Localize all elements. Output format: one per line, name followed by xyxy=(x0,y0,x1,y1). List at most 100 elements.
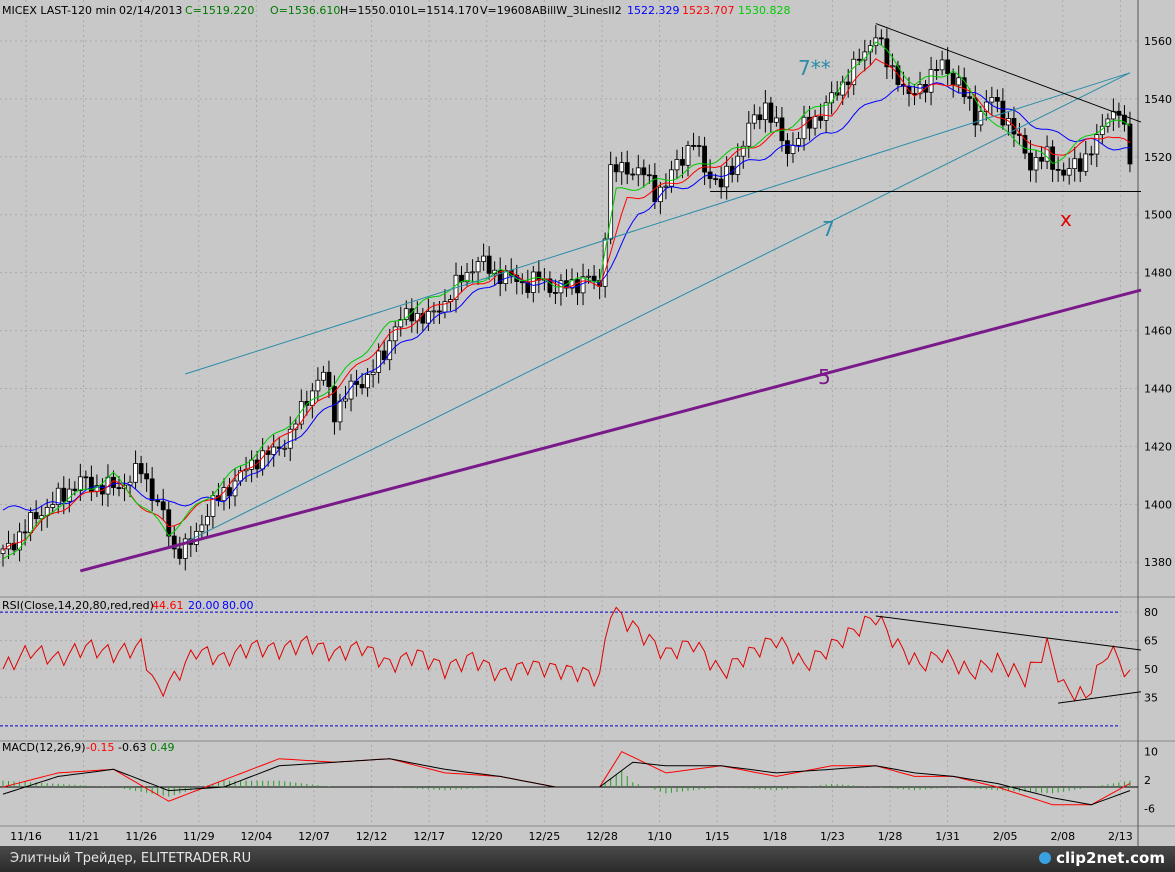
candle xyxy=(680,146,685,179)
candle xyxy=(1050,140,1056,182)
candle xyxy=(536,260,542,294)
x-tick-label: 1/18 xyxy=(762,830,787,843)
candle xyxy=(729,157,735,183)
candle xyxy=(1083,140,1089,176)
rsi-tick-label: 50 xyxy=(1144,663,1158,676)
candle-body xyxy=(392,326,398,342)
x-tick-label: 12/12 xyxy=(356,830,388,843)
candle-body xyxy=(287,428,293,449)
candle-body xyxy=(1072,158,1078,170)
candle xyxy=(271,434,277,467)
ma-green-value: 1530.828 xyxy=(738,4,791,17)
candle-body xyxy=(757,114,763,121)
chart-canvas: 11/16 11/21 11/26 11/29 12/04 12/07 12/12 12/17… xyxy=(0,0,1175,846)
candle xyxy=(547,271,553,298)
rsi-high-level: 80.00 xyxy=(222,599,254,612)
candle-body xyxy=(890,65,895,68)
candle xyxy=(718,166,724,199)
candle-body xyxy=(602,238,608,287)
candle-body xyxy=(724,165,730,188)
candle-body xyxy=(1028,152,1033,171)
x-tick-label: 1/10 xyxy=(647,830,672,843)
x-tick-label: 2/08 xyxy=(1050,830,1075,843)
x-tick-label: 11/21 xyxy=(68,830,100,843)
candle-body xyxy=(1094,134,1100,155)
candle-body xyxy=(746,122,752,147)
candle-body xyxy=(950,73,956,86)
candle xyxy=(945,47,951,86)
rsi-tick-label: 35 xyxy=(1144,691,1158,704)
target-x-label: x xyxy=(1060,207,1072,231)
candle-body xyxy=(470,271,475,274)
candle-body xyxy=(77,476,83,491)
candle-body xyxy=(547,278,553,293)
candle-body xyxy=(425,311,431,324)
candle-body xyxy=(475,261,481,273)
candle-body xyxy=(1039,156,1044,162)
candle xyxy=(1127,111,1133,173)
candle-body xyxy=(917,83,923,95)
candle xyxy=(464,262,470,287)
candle-body xyxy=(343,398,348,402)
candle xyxy=(856,48,862,65)
x-tick-label: 12/28 xyxy=(586,830,618,843)
date-label: 02/14/2013 xyxy=(119,4,182,17)
candle xyxy=(519,273,525,295)
candle xyxy=(403,300,409,326)
candle xyxy=(939,50,945,76)
rsi-line xyxy=(2,606,1131,702)
candle-body xyxy=(553,292,558,294)
candle-body xyxy=(961,77,967,98)
candle-body xyxy=(983,101,989,112)
candle xyxy=(928,56,934,106)
close-label: C=1519.220 xyxy=(185,4,254,17)
candle xyxy=(757,106,763,130)
candle xyxy=(182,533,188,571)
low-label: L=1514.170 xyxy=(411,4,479,17)
candle-body xyxy=(210,495,216,517)
candle-body xyxy=(22,531,28,534)
candle xyxy=(1110,98,1116,131)
y-tick-label: 1560 xyxy=(1144,35,1172,48)
candle-body xyxy=(530,271,536,293)
footer-site-text: Элитный Трейдер, ELITETRADER.RU xyxy=(10,851,252,866)
y-tick-label: 1540 xyxy=(1144,93,1172,106)
candle xyxy=(967,88,973,111)
candle xyxy=(823,95,829,134)
candle-body xyxy=(635,167,641,176)
candle xyxy=(459,265,464,293)
candle-body xyxy=(160,501,166,511)
candle-body xyxy=(1044,146,1050,162)
candle xyxy=(624,150,630,185)
candle-body xyxy=(790,144,796,154)
candle-body xyxy=(420,313,426,324)
candle xyxy=(287,416,293,462)
candle-body xyxy=(381,350,387,361)
clip2net-logo: clip2net.com xyxy=(1039,849,1165,867)
candle xyxy=(61,476,67,515)
macd-signal-line xyxy=(2,758,1131,806)
candle xyxy=(796,131,801,152)
candle-body xyxy=(33,512,39,520)
candle-body xyxy=(403,308,409,320)
candle-body xyxy=(177,548,183,559)
candle-body xyxy=(182,538,188,559)
candle-body xyxy=(823,102,829,121)
candle-body xyxy=(608,164,614,240)
candle-body xyxy=(1033,156,1039,171)
candle-body xyxy=(365,374,371,389)
candle xyxy=(238,466,243,486)
candle xyxy=(630,168,636,181)
candle xyxy=(1066,157,1072,185)
candle-body xyxy=(271,446,277,455)
candle xyxy=(359,372,365,395)
candle-body xyxy=(282,447,288,450)
candle-body xyxy=(768,102,774,123)
candle-body xyxy=(1006,118,1011,126)
candle-body xyxy=(729,165,735,175)
macd-tick-label: -6 xyxy=(1144,802,1155,815)
candle-body xyxy=(376,350,382,373)
macd-tick-label: 10 xyxy=(1144,746,1158,759)
candle-body xyxy=(254,459,260,470)
candle-body xyxy=(586,275,591,278)
